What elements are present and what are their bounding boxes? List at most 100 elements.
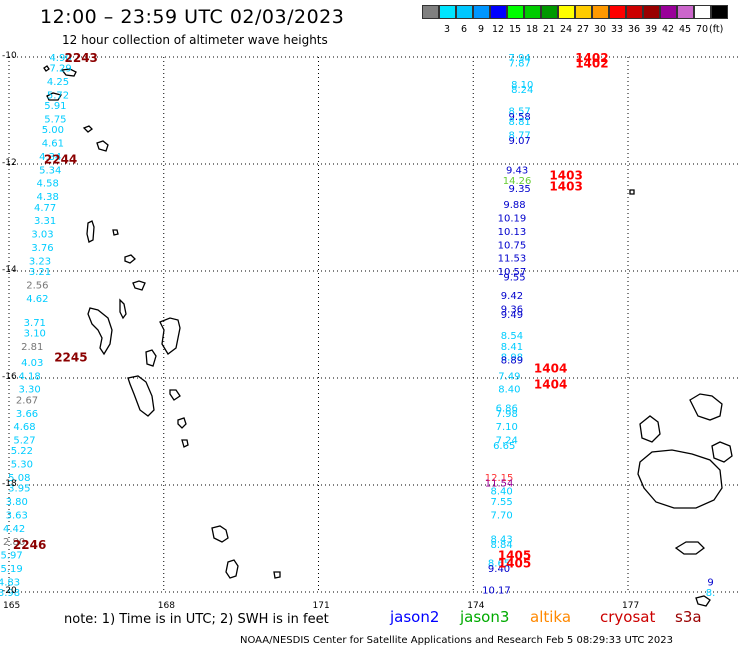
swh-value: 2.81: [21, 342, 43, 353]
swh-value: 6.65: [493, 441, 515, 452]
swh-value: 5.97: [0, 551, 22, 562]
island-coastline: [273, 571, 281, 579]
swh-value: 14.26: [503, 176, 532, 187]
lat-tick-label: -14: [2, 265, 17, 275]
island-coastline: [711, 441, 733, 463]
scale-label: 45: [678, 24, 692, 35]
swh-value: 3.03: [31, 230, 53, 241]
scale-label: 18: [525, 24, 539, 35]
swh-value: 7.49: [498, 371, 520, 382]
page-subtitle: 12 hour collection of altimeter wave hei…: [62, 33, 328, 47]
swh-value: 3.23: [29, 256, 51, 267]
swh-value: 4.42: [3, 524, 25, 535]
swh-value: 9.35: [509, 184, 531, 195]
swh-value: 3.66: [16, 409, 38, 420]
scale-swatch: [524, 5, 541, 19]
swh-value: 7.87: [509, 58, 531, 69]
scale-swatch: [507, 5, 524, 19]
swh-value: 4.38: [37, 192, 59, 203]
scale-label: 70: [695, 24, 709, 35]
swh-value: 3.10: [24, 329, 46, 340]
swh-value: 3.98: [0, 588, 20, 599]
pass-id-label: 1403: [549, 179, 582, 193]
scale-swatch: [558, 5, 575, 19]
island-coastline: [119, 298, 127, 320]
lat-tick-label: -10: [2, 51, 17, 61]
pass-id-label: 1404: [534, 377, 567, 391]
island-coastline: [46, 92, 63, 101]
lon-tick-label: 177: [622, 601, 640, 611]
swh-value: 3.71: [24, 318, 46, 329]
swh-value: 2.67: [16, 395, 38, 406]
swh-value: 4.03: [21, 358, 43, 369]
island-coastline: [181, 439, 189, 448]
pass-id-label: 1405: [498, 557, 531, 571]
swh-value: 9.07: [509, 136, 531, 147]
pass-id-label: 2243: [65, 51, 98, 65]
swh-value: 5.91: [44, 101, 66, 112]
satellite-name-cryosat: cryosat: [600, 608, 656, 626]
lat-tick-label: -20: [2, 586, 17, 596]
swh-value: 9.49: [501, 310, 523, 321]
island-coastline: [689, 393, 723, 421]
scale-label: 15: [508, 24, 522, 35]
island-coastline: [225, 559, 239, 579]
swh-value: 7.29: [49, 64, 71, 75]
swh-value: 4.61: [42, 139, 64, 150]
swh-value: 10.17: [482, 585, 511, 596]
pass-id-label: 2245: [54, 351, 87, 365]
swh-value: 11.53: [498, 254, 527, 265]
island-coastline: [637, 449, 723, 509]
island-coastline: [695, 595, 711, 607]
scale-swatch: [456, 5, 473, 19]
scale-swatch: [575, 5, 592, 19]
swh-value: 3.95: [8, 484, 30, 495]
swh-value: 8.40: [490, 486, 512, 497]
swh-value: 7.24: [496, 436, 518, 447]
scale-swatch: [422, 5, 439, 19]
swh-value: 8.24: [511, 85, 533, 96]
pass-id-label: 1402: [575, 56, 608, 70]
scale-label: 27: [576, 24, 590, 35]
swh-value: 5.30: [11, 460, 33, 471]
pass-id-label: 1402: [575, 51, 608, 65]
pass-id-label: 2244: [44, 153, 77, 167]
swh-value: 4.62: [26, 294, 48, 305]
footer-credit: NOAA/NESDIS Center for Satellite Applica…: [240, 635, 673, 646]
swh-value: 12.15: [485, 473, 514, 484]
swh-value: 5.08: [8, 473, 30, 484]
swh-value: 9.58: [509, 112, 531, 123]
swh-value: 9.55: [503, 272, 525, 283]
scale-label: 6: [460, 24, 468, 35]
island-coastline: [96, 140, 109, 152]
page-title: 12:00 – 23:59 UTC 02/03/2023: [40, 6, 345, 28]
swh-value: 8.65: [488, 559, 510, 570]
scale-swatch: [473, 5, 490, 19]
swh-value: 8.89: [501, 355, 523, 366]
swh-value: 10.57: [498, 267, 527, 278]
scale-swatch: [677, 5, 694, 19]
island-coastline: [159, 317, 181, 355]
swh-value: 8.84: [490, 540, 512, 551]
island-coastline: [629, 189, 635, 195]
lat-tick-label: -16: [2, 372, 17, 382]
swh-value: 9: [707, 577, 713, 588]
scale-label: 36: [627, 24, 641, 35]
swh-value: 8.43: [490, 535, 512, 546]
pass-id-label: 1404: [534, 361, 567, 375]
swh-value: 8.54: [501, 331, 523, 342]
scale-swatch: [439, 5, 456, 19]
scale-swatch: [711, 5, 728, 19]
swh-value: 5.19: [0, 564, 22, 575]
swh-value: 4.68: [13, 422, 35, 433]
swh-value: 11.54: [485, 478, 514, 489]
lon-tick-label: 174: [467, 601, 485, 611]
scale-label: 12: [491, 24, 505, 35]
swh-value: 8.77: [509, 131, 531, 142]
swh-value: 7.70: [490, 510, 512, 521]
scale-label: 42: [661, 24, 675, 35]
swh-value: 8.10: [511, 80, 533, 91]
scale-swatch: [626, 5, 643, 19]
swh-value: 7.94: [509, 53, 531, 64]
swh-value: 9.88: [503, 200, 525, 211]
